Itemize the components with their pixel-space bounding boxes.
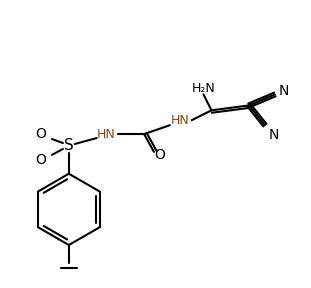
- Text: N: N: [279, 84, 289, 98]
- Text: HN: HN: [170, 114, 189, 127]
- Text: O: O: [36, 153, 47, 167]
- Text: HN: HN: [97, 128, 116, 141]
- Text: N: N: [269, 128, 279, 142]
- Text: S: S: [64, 139, 74, 154]
- Text: O: O: [36, 127, 47, 141]
- Text: O: O: [155, 148, 165, 162]
- Text: H₂N: H₂N: [192, 82, 216, 95]
